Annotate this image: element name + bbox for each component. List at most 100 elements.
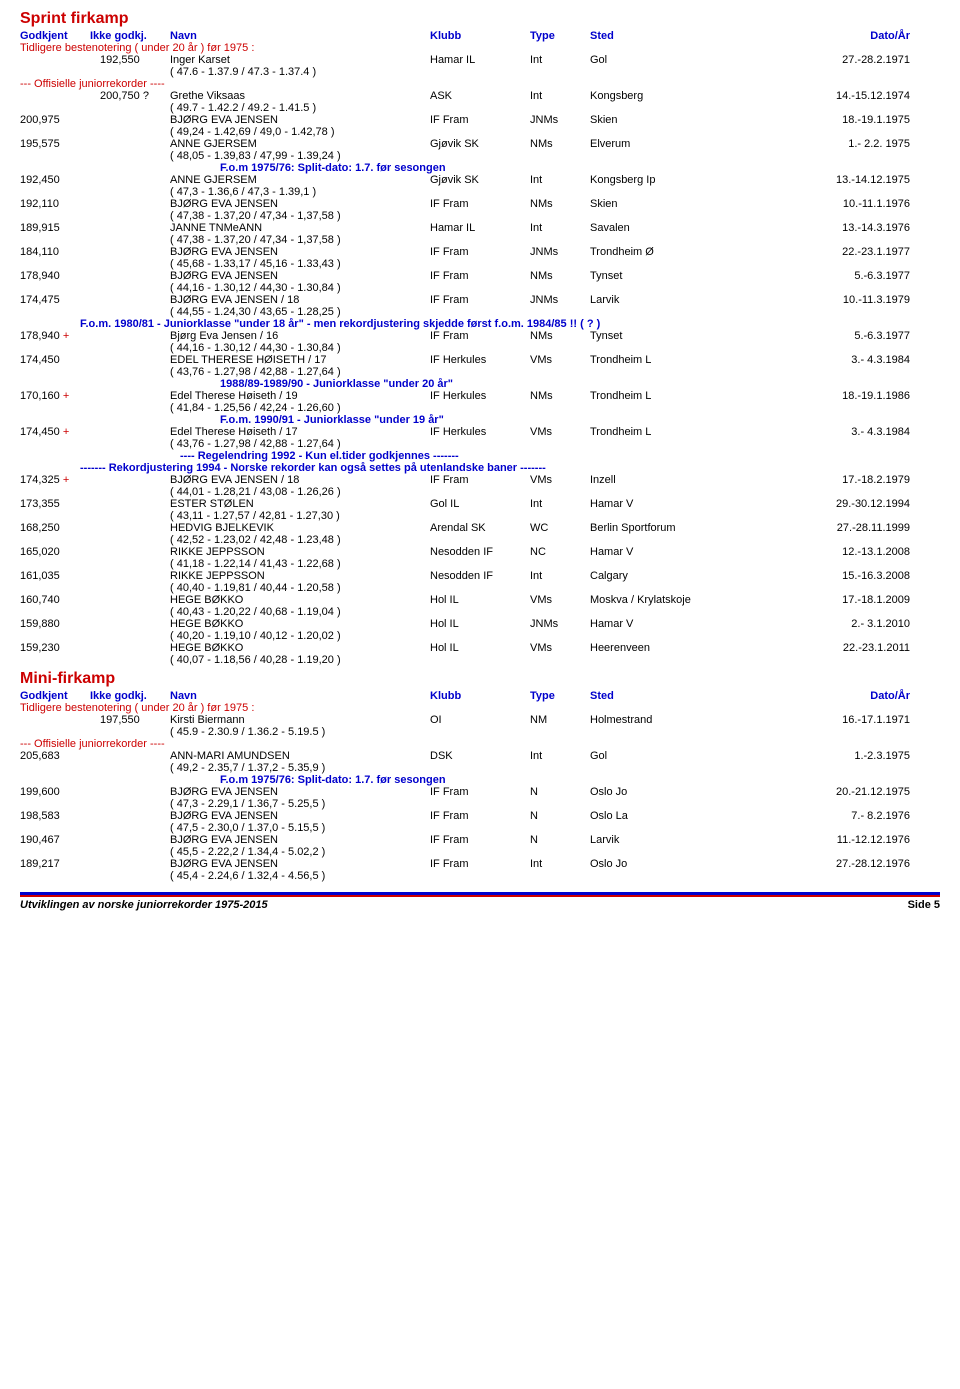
cell: 29.-30.12.1994 [790,498,910,510]
split-row: ( 44,55 - 1.24,30 / 43,65 - 1.28,25 ) [170,306,940,318]
cell: 189,915 [20,222,100,234]
cell: VMs [530,426,590,438]
cell: 10.-11.1.1976 [790,198,910,210]
cell: Trondheim L [590,390,790,402]
cell [20,54,100,66]
cell: Gjøvik SK [430,138,530,150]
cell: 11.-12.12.1976 [790,834,910,846]
split-row: ( 48,05 - 1.39,83 / 47,99 - 1.39,24 ) [170,150,940,162]
cell: Arendal SK [430,522,530,534]
cell: Trondheim Ø [590,246,790,258]
cell: 165,020 [20,546,100,558]
table-row: 199,600BJØRG EVA JENSENIF FramNOslo Jo20… [20,786,940,798]
table-row: 159,880HEGE BØKKOHol ILJNMsHamar V2.- 3.… [20,618,940,630]
hdr-navn: Navn [170,690,430,702]
cell: HEGE BØKKO [170,594,430,606]
table-row: 195,575ANNE GJERSEMGjøvik SKNMsElverum1.… [20,138,940,150]
mini-off-rec: --- Offisielle juniorrekorder ---- [20,738,940,750]
cell: ESTER STØLEN [170,498,430,510]
split-row: ( 49,24 - 1.42,69 / 49,0 - 1.42,78 ) [170,126,940,138]
cell: VMs [530,642,590,654]
hdr-dato: Dato/År [790,690,910,702]
split-row: ( 45,5 - 2.22,2 / 1.34,4 - 5.02,2 ) [170,846,940,858]
cell: RIKKE JEPPSSON [170,570,430,582]
cell [100,330,170,342]
table-row: 170,160 +Edel Therese Høiseth / 19IF Her… [20,390,940,402]
hdr-klubb: Klubb [430,690,530,702]
footer-red [20,895,940,897]
cell: IF Fram [430,474,530,486]
cell: 195,575 [20,138,100,150]
cell: IF Fram [430,198,530,210]
cell: Gjøvik SK [430,174,530,186]
cell: Int [530,90,590,102]
cell: 17.-18.1.2009 [790,594,910,606]
table-row: 184,110BJØRG EVA JENSENIF FramJNMsTrondh… [20,246,940,258]
cell: Hol IL [430,642,530,654]
cell: Tynset [590,330,790,342]
cell [100,294,170,306]
cell: Inzell [590,474,790,486]
table-row: 192,550 Inger Karset Hamar IL Int Gol 27… [20,54,940,66]
cell: JNMs [530,246,590,258]
cell: 174,450 + [20,426,100,438]
cell [100,426,170,438]
cell: 174,475 [20,294,100,306]
cell: 160,740 [20,594,100,606]
cell: Edel Therese Høiseth / 17 [170,426,430,438]
split-row: ( 49.7 - 1.42.2 / 49.2 - 1.41.5 ) [170,102,940,114]
split-row: ( 45.9 - 2.30.9 / 1.36.2 - 5.19.5 ) [170,726,940,738]
cell: Skien [590,198,790,210]
cell: BJØRG EVA JENSEN [170,810,430,822]
cell: ANNE GJERSEM [170,138,430,150]
off-rec: --- Offisielle juniorrekorder ---- [20,78,940,90]
cell: RIKKE JEPPSSON [170,546,430,558]
cell: 3.- 4.3.1984 [790,354,910,366]
cell: 178,940 [20,270,100,282]
table-row: 178,940 +Bjørg Eva Jensen / 16IF FramNMs… [20,330,940,342]
table-row: 165,020RIKKE JEPPSSONNesodden IFNCHamar … [20,546,940,558]
cell: 16.-17.1.1971 [790,714,910,726]
cell: 27.-28.12.1976 [790,858,910,870]
cell: BJØRG EVA JENSEN / 18 [170,474,430,486]
cell: 159,230 [20,642,100,654]
cell: BJØRG EVA JENSEN / 18 [170,294,430,306]
cell [100,246,170,258]
hdr-sted: Sted [590,30,790,42]
cell: 174,325 + [20,474,100,486]
cell: Moskva / Krylatskoje [590,594,790,606]
cell: Larvik [590,294,790,306]
cell: JNMs [530,114,590,126]
cell: 1.- 2.2. 1975 [790,138,910,150]
split-row: ( 44,01 - 1.28,21 / 43,08 - 1.26,26 ) [170,486,940,498]
cell: 18.-19.1.1975 [790,114,910,126]
fom-8081: F.o.m. 1980/81 - Juniorklasse "under 18 … [80,318,940,330]
cell: 13.-14.3.1976 [790,222,910,234]
split-row: ( 41,18 - 1.22,14 / 41,43 - 1.22,68 ) [170,558,940,570]
cell: JNMs [530,618,590,630]
cell: 159,880 [20,618,100,630]
cell: N [530,786,590,798]
cell: BJØRG EVA JENSEN [170,114,430,126]
cell: 197,550 [100,714,170,726]
cell: HEDVIG BJELKEVIK [170,522,430,534]
cell: Oslo Jo [590,786,790,798]
cell: VMs [530,474,590,486]
cell: IF Fram [430,330,530,342]
hdr-klubb: Klubb [430,30,530,42]
hdr-type: Type [530,690,590,702]
cell: Kongsberg Ip [590,174,790,186]
table-row: 174,325 + BJØRG EVA JENSEN / 18IF FramVMs… [20,474,940,486]
cell: BJØRG EVA JENSEN [170,198,430,210]
cell: Hol IL [430,618,530,630]
split-row: ( 40,07 - 1.18,56 / 40,28 - 1.19,20 ) [170,654,940,666]
cell: Oslo Jo [590,858,790,870]
split-row: ( 43,11 - 1.27,57 / 42,81 - 1.27,30 ) [170,510,940,522]
mini-prev-best: Tidligere bestenotering ( under 20 år ) … [20,702,940,714]
cell: IF Fram [430,858,530,870]
cell: WC [530,522,590,534]
cell: Int [530,54,590,66]
cell: IF Fram [430,246,530,258]
split-row: ( 47.6 - 1.37.9 / 47.3 - 1.37.4 ) [170,66,940,78]
split-row: ( 44,16 - 1.30,12 / 44,30 - 1.30,84 ) [170,282,940,294]
